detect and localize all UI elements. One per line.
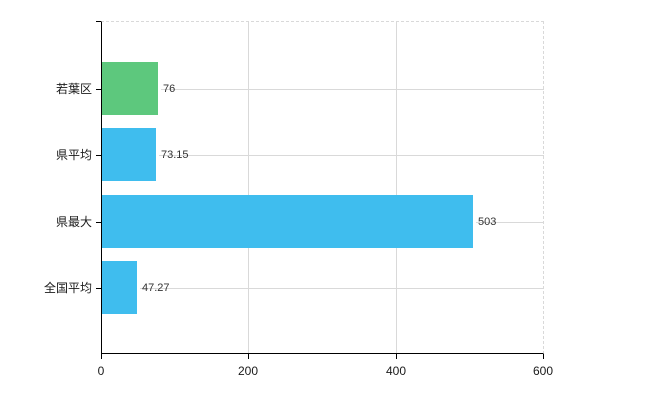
- y-axis-tick: [96, 155, 101, 156]
- y-axis-tick: [96, 89, 101, 90]
- y-axis-top-tick: [96, 21, 101, 22]
- x-axis-tick-label: 200: [237, 364, 259, 378]
- y-axis-tick: [96, 288, 101, 289]
- bar-全国平均: [102, 261, 137, 314]
- x-axis-tick: [396, 354, 397, 359]
- bar-value-label: 73.15: [161, 149, 189, 161]
- x-axis-tick: [248, 354, 249, 359]
- category-label: 若葉区: [55, 82, 92, 96]
- y-axis-tick: [96, 222, 101, 223]
- x-axis-tick-label: 600: [532, 364, 554, 378]
- category-label: 全国平均: [43, 281, 92, 295]
- vertical-gridline: [248, 22, 249, 353]
- horizontal-gridline: [140, 288, 544, 289]
- bar-value-label: 503: [478, 216, 497, 228]
- horizontal-gridline: [476, 222, 544, 223]
- bar-value-label: 76: [163, 83, 176, 95]
- x-axis-tick-label: 400: [385, 364, 407, 378]
- horizontal-gridline: [159, 155, 544, 156]
- horizontal-gridline: [161, 89, 544, 90]
- x-axis-tick-label: 0: [97, 364, 105, 378]
- x-axis-tick: [543, 354, 544, 359]
- bar-value-label: 47.27: [142, 282, 170, 294]
- x-axis-tick: [101, 354, 102, 359]
- plot-area: [101, 21, 544, 354]
- bar-県最大: [102, 195, 473, 248]
- category-label: 県最大: [55, 215, 92, 229]
- vertical-gridline: [396, 22, 397, 353]
- bar-若葉区: [102, 62, 158, 115]
- bar-県平均: [102, 128, 156, 181]
- category-label: 県平均: [55, 148, 92, 162]
